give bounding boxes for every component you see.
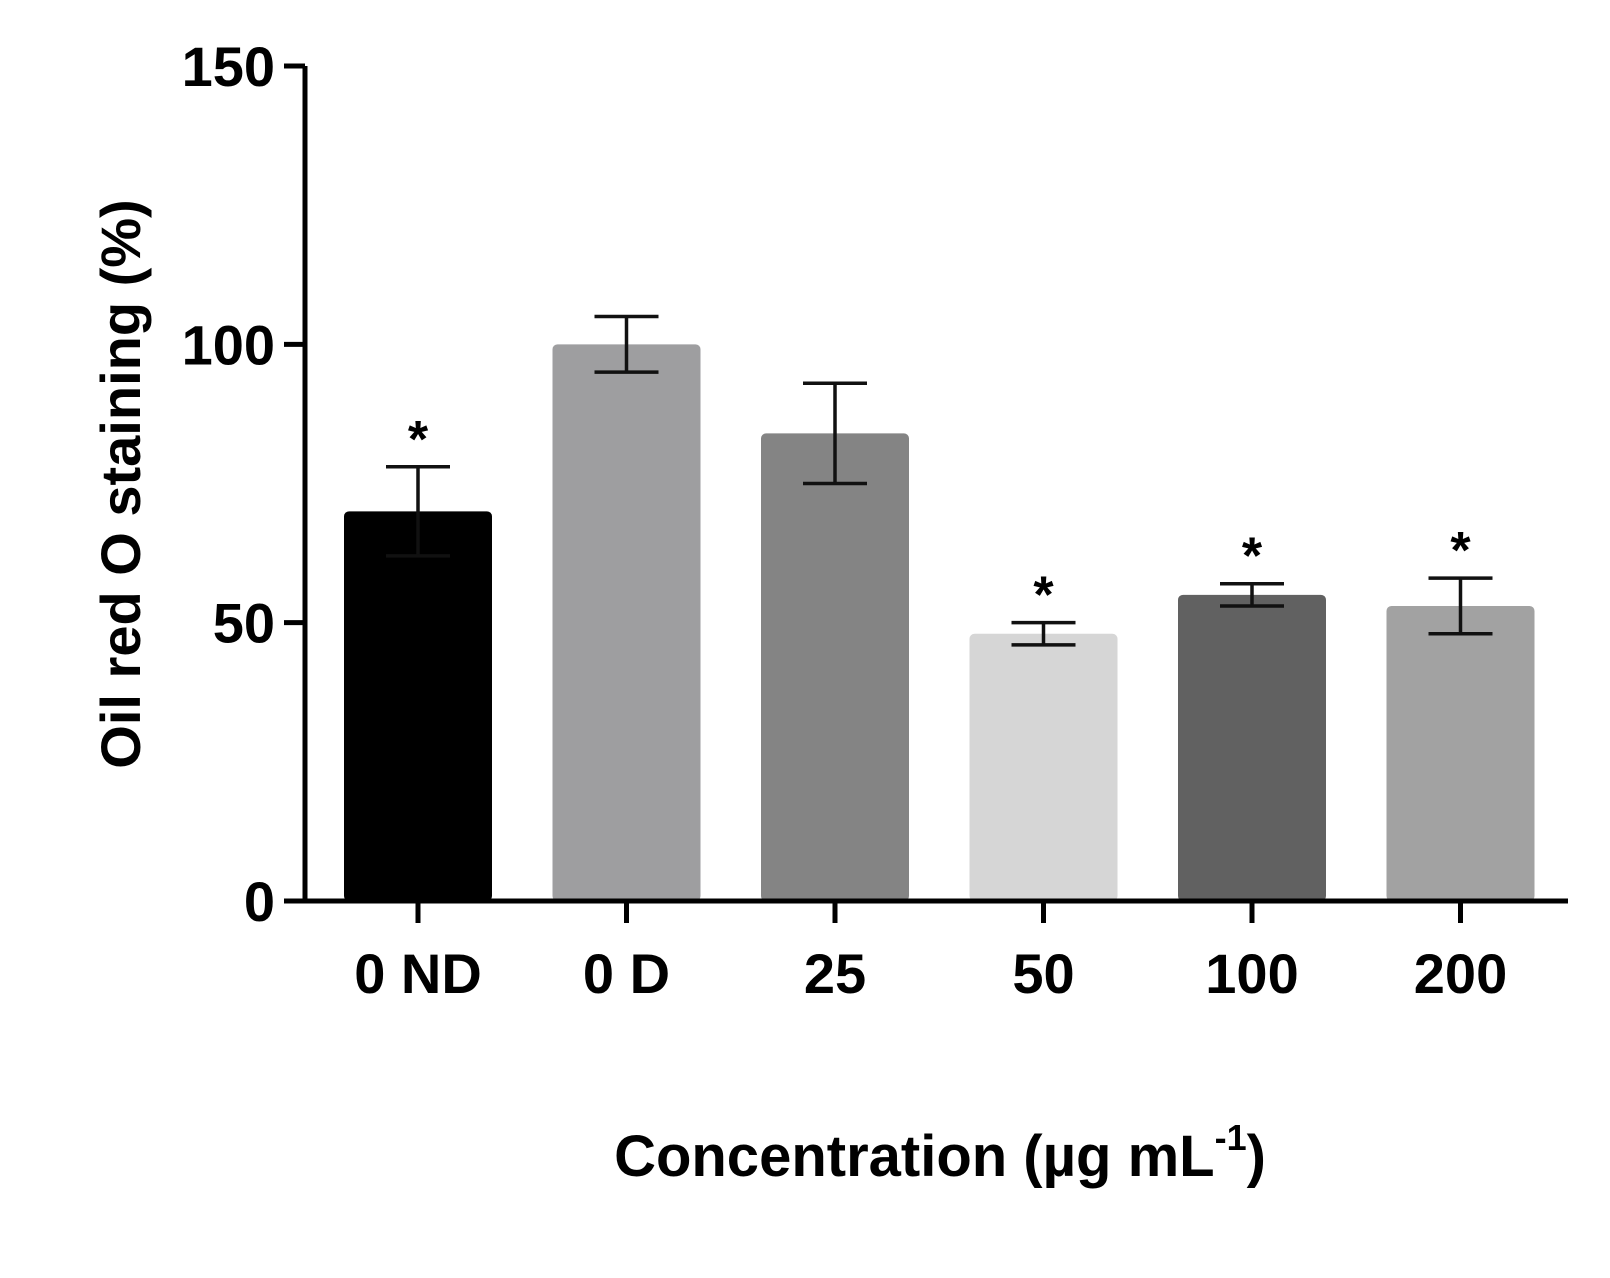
bar (1178, 594, 1326, 901)
bar (1386, 605, 1535, 901)
significance-star: * (1033, 567, 1054, 625)
x-tick-label: 0 ND (354, 942, 482, 1005)
y-tick-label: 50 (213, 592, 275, 655)
y-tick-label: 0 (244, 870, 275, 933)
bar (969, 633, 1118, 901)
x-tick-label: 200 (1414, 942, 1507, 1005)
bar (344, 511, 492, 901)
x-tick-label: 100 (1205, 942, 1298, 1005)
y-tick-label: 150 (182, 35, 275, 98)
error-bars-group (386, 314, 1493, 647)
x-tick-label: 50 (1012, 942, 1074, 1005)
significance-group: * * * * (408, 411, 1472, 625)
x-ticks-group: 0 ND 0 D 25 50 100 200 (354, 901, 1507, 1005)
bars-group (344, 344, 1535, 901)
x-axis-label-superscript: -1 (1215, 1117, 1247, 1158)
y-tick-label: 100 (182, 313, 275, 376)
bar (552, 344, 701, 901)
axes-group (302, 66, 1568, 904)
significance-star: * (1450, 522, 1471, 580)
x-tick-label: 25 (804, 942, 866, 1005)
x-axis-label-close: ) (1247, 1124, 1266, 1189)
bar (761, 433, 909, 901)
y-axis-label: Oil red O staining (%) (89, 199, 152, 768)
y-ticks-group: 0 50 100 150 (182, 35, 305, 933)
x-axis-label-main: Concentration (µg mL (614, 1124, 1215, 1189)
x-tick-label: 0 D (583, 942, 670, 1005)
significance-star: * (1242, 528, 1263, 586)
x-axis-label: Concentration (µg mL-1) (614, 1117, 1266, 1189)
significance-star: * (408, 411, 429, 469)
